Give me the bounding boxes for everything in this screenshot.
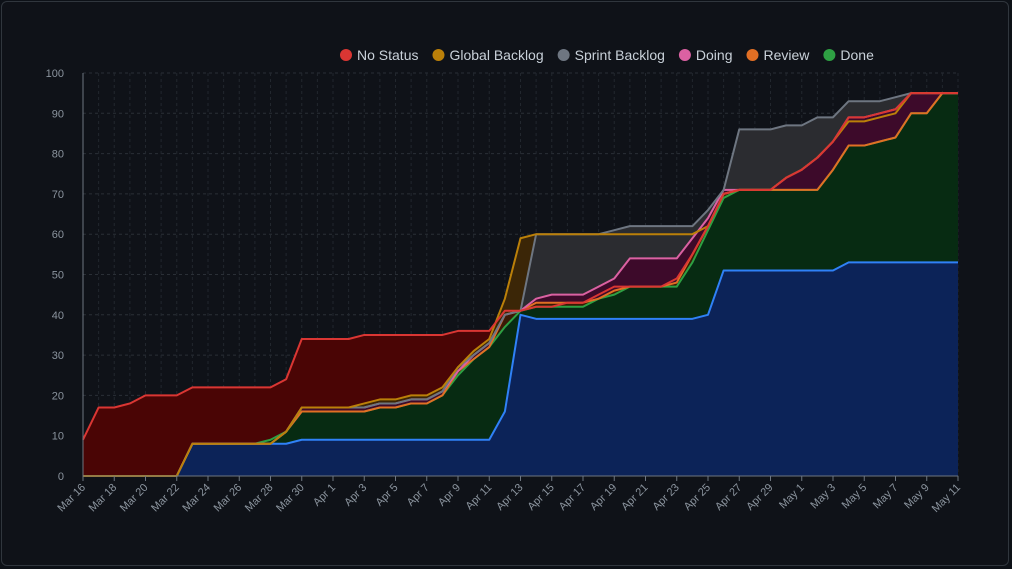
y-tick-label: 30 — [52, 350, 64, 362]
x-tick-label: Apr 3 — [342, 482, 369, 509]
x-tick-label: Mar 16 — [55, 482, 88, 515]
x-tick-label: Apr 19 — [588, 482, 619, 513]
legend-swatch — [823, 49, 836, 61]
x-tick-label: May 3 — [808, 482, 838, 512]
legend-item-doing[interactable]: Doing — [678, 47, 733, 63]
x-tick-label: Mar 20 — [118, 482, 151, 515]
x-tick-label: Apr 27 — [713, 482, 744, 513]
legend-swatch — [557, 49, 570, 61]
y-tick-label: 70 — [52, 189, 64, 201]
y-tick-label: 50 — [52, 270, 64, 282]
legend-item-global-backlog[interactable]: Global Backlog — [432, 47, 544, 63]
x-tick-label: Mar 18 — [87, 482, 120, 515]
legend-label: Sprint Backlog — [575, 47, 665, 63]
x-tick-label: May 1 — [777, 482, 807, 512]
legend[interactable]: No Status Global Backlog Sprint Backlog Doi… — [340, 47, 874, 63]
x-tick-label: Apr 11 — [464, 482, 495, 513]
x-tick-label: Apr 17 — [557, 482, 588, 513]
x-tick-label: Apr 29 — [744, 482, 775, 513]
y-tick-label: 40 — [52, 310, 64, 322]
line-series — [82, 92, 958, 477]
legend-item-review[interactable]: Review — [746, 47, 810, 63]
x-tick-label: Mar 22 — [149, 482, 182, 515]
legend-swatch — [340, 49, 352, 61]
y-tick-label: 0 — [58, 471, 64, 483]
y-tick-label: 90 — [52, 108, 64, 120]
x-tick-label: May 5 — [840, 482, 870, 512]
x-tick-label: May 9 — [902, 482, 932, 512]
legend-label: Done — [840, 47, 874, 63]
x-tick-label: Apr 25 — [682, 482, 713, 513]
x-tick-label: Mar 28 — [243, 482, 276, 515]
area-doing — [83, 93, 958, 477]
legend-label: Doing — [696, 47, 733, 63]
x-tick-label: Apr 13 — [494, 482, 525, 513]
area-sprint-backlog — [83, 93, 958, 477]
x-tick-label: Mar 24 — [180, 482, 213, 515]
legend-swatch — [678, 49, 691, 61]
legend-swatch — [746, 49, 759, 61]
x-tick-label: Apr 1 — [311, 482, 338, 509]
y-tick-label: 60 — [52, 229, 64, 241]
area-series — [83, 93, 958, 477]
y-tick-label: 10 — [52, 431, 64, 443]
area-base — [83, 262, 958, 476]
x-tick-label: Apr 7 — [405, 482, 432, 509]
x-tick-label: Mar 26 — [212, 482, 245, 515]
legend-item-done[interactable]: Done — [823, 47, 874, 63]
x-tick-label: Apr 21 — [619, 482, 650, 513]
legend-swatch — [432, 49, 445, 61]
x-tick-label: May 7 — [871, 482, 901, 512]
line-no-status — [82, 92, 958, 441]
legend-label: Global Backlog — [449, 47, 543, 63]
x-tick-label: Apr 5 — [374, 482, 401, 509]
legend-label: Review — [763, 47, 810, 63]
y-tick-label: 100 — [46, 68, 64, 80]
x-tick-label: May 11 — [930, 482, 963, 515]
legend-item-no-status[interactable]: No Status — [340, 47, 418, 63]
x-tick-label: Apr 15 — [525, 482, 556, 513]
legend-label: No Status — [357, 47, 418, 63]
legend-item-sprint-backlog[interactable]: Sprint Backlog — [557, 47, 665, 63]
x-tick-label: Apr 23 — [650, 482, 681, 513]
x-tick-label: Apr 9 — [436, 482, 463, 509]
y-tick-label: 20 — [52, 390, 64, 402]
x-tick-label: Mar 30 — [274, 482, 307, 515]
y-tick-label: 80 — [52, 149, 64, 161]
